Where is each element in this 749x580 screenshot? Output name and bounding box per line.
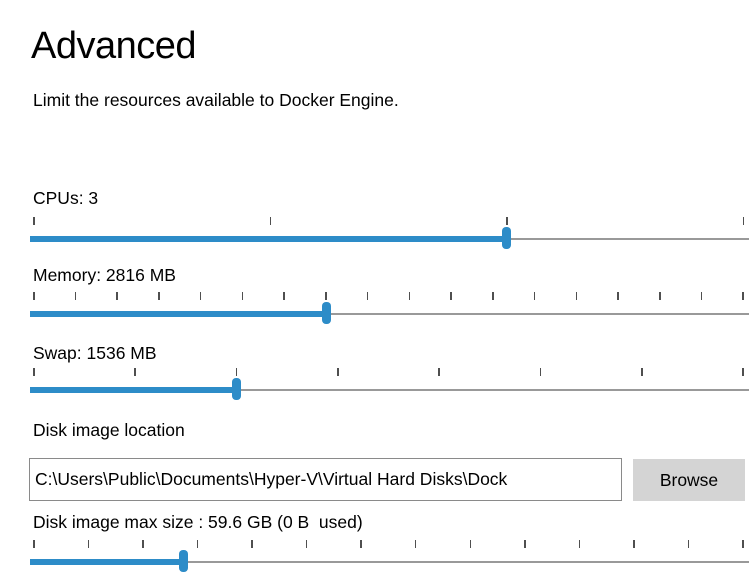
slider-tick xyxy=(742,540,744,548)
slider-tick xyxy=(533,292,536,300)
slider-tick xyxy=(33,540,35,548)
slider-tick xyxy=(700,292,703,300)
slider-tick xyxy=(578,540,581,548)
memory-label: Memory: 2816 MB xyxy=(33,265,176,285)
slider-tick xyxy=(469,540,471,548)
page-description: Limit the resources available to Docker … xyxy=(33,90,399,110)
slider-tick xyxy=(742,217,744,225)
slider-tick xyxy=(337,368,339,376)
slider-tick xyxy=(325,292,327,300)
slider-tick xyxy=(116,292,118,300)
disk-image-location-label: Disk image location xyxy=(33,420,185,440)
memory-slider[interactable] xyxy=(30,292,749,328)
cpus-label: CPUs: 3 xyxy=(33,188,99,208)
slider-tick xyxy=(251,540,253,548)
slider-tick xyxy=(438,368,440,376)
swap-label: Swap: 1536 MB xyxy=(33,343,157,363)
slider-tick xyxy=(142,540,144,548)
slider-tick xyxy=(575,292,578,300)
memory-slider-thumb[interactable] xyxy=(321,302,331,324)
slider-tick xyxy=(196,540,199,548)
slider-tick xyxy=(33,292,35,300)
slider-tick xyxy=(134,368,136,376)
browse-button[interactable]: Browse xyxy=(633,459,745,501)
disk-slider-ticks xyxy=(33,540,744,548)
slider-tick xyxy=(617,292,619,300)
disk-image-max-size-slider[interactable] xyxy=(30,540,749,576)
slider-tick xyxy=(269,217,271,225)
slider-tick xyxy=(742,292,744,300)
cpus-slider-ticks xyxy=(33,217,744,225)
slider-tick xyxy=(414,540,417,548)
slider-tick xyxy=(33,217,35,225)
slider-tick xyxy=(524,540,526,548)
disk-image-max-size-label: Disk image max size : 59.6 GB (0 B used) xyxy=(33,512,363,532)
slider-tick xyxy=(87,540,90,548)
swap-slider[interactable] xyxy=(30,368,749,404)
disk-slider-fill[interactable] xyxy=(30,559,184,565)
disk-slider-track[interactable] xyxy=(30,561,749,563)
slider-tick xyxy=(641,368,643,376)
slider-tick xyxy=(305,540,308,548)
slider-tick xyxy=(199,292,202,300)
memory-slider-track[interactable] xyxy=(30,313,749,315)
slider-tick xyxy=(408,292,411,300)
slider-tick xyxy=(241,292,244,300)
slider-tick xyxy=(33,368,35,376)
slider-tick xyxy=(360,540,362,548)
swap-slider-track[interactable] xyxy=(30,389,749,391)
slider-tick xyxy=(235,368,238,376)
browse-button-label: Browse xyxy=(659,469,719,490)
slider-tick xyxy=(74,292,77,300)
swap-slider-thumb[interactable] xyxy=(231,378,241,400)
swap-slider-ticks xyxy=(33,368,744,376)
slider-tick xyxy=(283,292,285,300)
slider-tick xyxy=(450,292,452,300)
disk-slider-thumb[interactable] xyxy=(178,550,188,572)
slider-tick xyxy=(742,368,744,376)
slider-tick xyxy=(506,217,508,225)
slider-tick xyxy=(539,368,542,376)
slider-tick xyxy=(158,292,160,300)
slider-tick xyxy=(659,292,661,300)
memory-slider-fill[interactable] xyxy=(30,311,327,317)
disk-image-location-input[interactable] xyxy=(29,458,622,501)
cpus-slider[interactable] xyxy=(30,217,749,253)
slider-tick xyxy=(687,540,690,548)
page-title: Advanced xyxy=(31,25,197,67)
swap-slider-fill[interactable] xyxy=(30,387,237,393)
slider-tick xyxy=(492,292,494,300)
slider-tick xyxy=(366,292,369,300)
slider-tick xyxy=(633,540,635,548)
cpus-slider-thumb[interactable] xyxy=(502,227,512,249)
memory-slider-ticks xyxy=(33,292,744,300)
cpus-slider-fill[interactable] xyxy=(30,236,507,242)
